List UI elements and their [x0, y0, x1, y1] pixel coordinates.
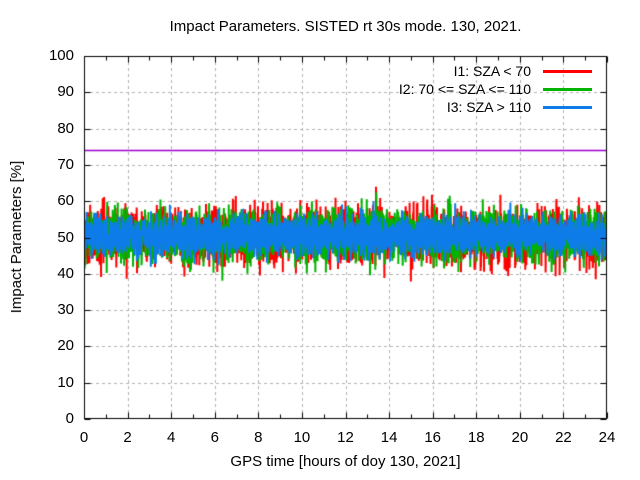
x-tick-label: 24	[598, 429, 616, 446]
y-tick-label: 40	[57, 264, 74, 282]
y-tick-label: 20	[57, 337, 74, 355]
y-tick-label: 50	[57, 228, 74, 246]
y-tick-label: 0	[65, 410, 74, 427]
x-tick-label: 22	[555, 429, 572, 446]
legend-line-sample	[543, 105, 592, 109]
legend-line-sample	[543, 69, 592, 73]
x-tick-label: 18	[467, 429, 485, 446]
legend-label: I2: 70 <= SZA <= 110	[398, 81, 531, 97]
x-tick-label: 6	[210, 429, 219, 446]
y-tick-label: 10	[57, 373, 74, 391]
y-tick-label: 30	[57, 301, 74, 319]
legend-entry: I3: SZA > 110	[447, 98, 592, 116]
y-tick-label: 70	[57, 155, 74, 173]
x-axis-label: GPS time [hours of doy 130, 2021]	[230, 453, 461, 470]
legend-label: I3: SZA > 110	[446, 99, 531, 115]
y-tick-label: 80	[57, 119, 74, 137]
y-tick-label: 90	[57, 83, 74, 101]
y-tick-label: 60	[57, 192, 74, 210]
x-tick-label: 20	[511, 429, 529, 446]
x-tick-label: 0	[79, 429, 89, 446]
x-tick-label: 12	[337, 429, 354, 446]
chart-title: Impact Parameters. SISTED rt 30s mode. 1…	[169, 18, 522, 35]
y-tick-label: 100	[48, 47, 74, 64]
legend-line-sample	[543, 87, 592, 91]
x-tick-label: 8	[254, 429, 263, 446]
x-tick-label: 2	[123, 429, 132, 446]
x-tick-label: 16	[424, 429, 441, 446]
legend-entry: I2: 70 <= SZA <= 110	[399, 80, 592, 98]
legend: I1: SZA < 70 I2: 70 <= SZA <= 110 I3: SZA …	[399, 62, 592, 116]
legend-label: I1: SZA < 70	[453, 63, 531, 79]
x-tick-label: 14	[380, 429, 398, 446]
legend-entry: I1: SZA < 70	[454, 62, 592, 80]
x-tick-label: 4	[166, 429, 176, 446]
x-tick-label: 10	[293, 429, 311, 446]
